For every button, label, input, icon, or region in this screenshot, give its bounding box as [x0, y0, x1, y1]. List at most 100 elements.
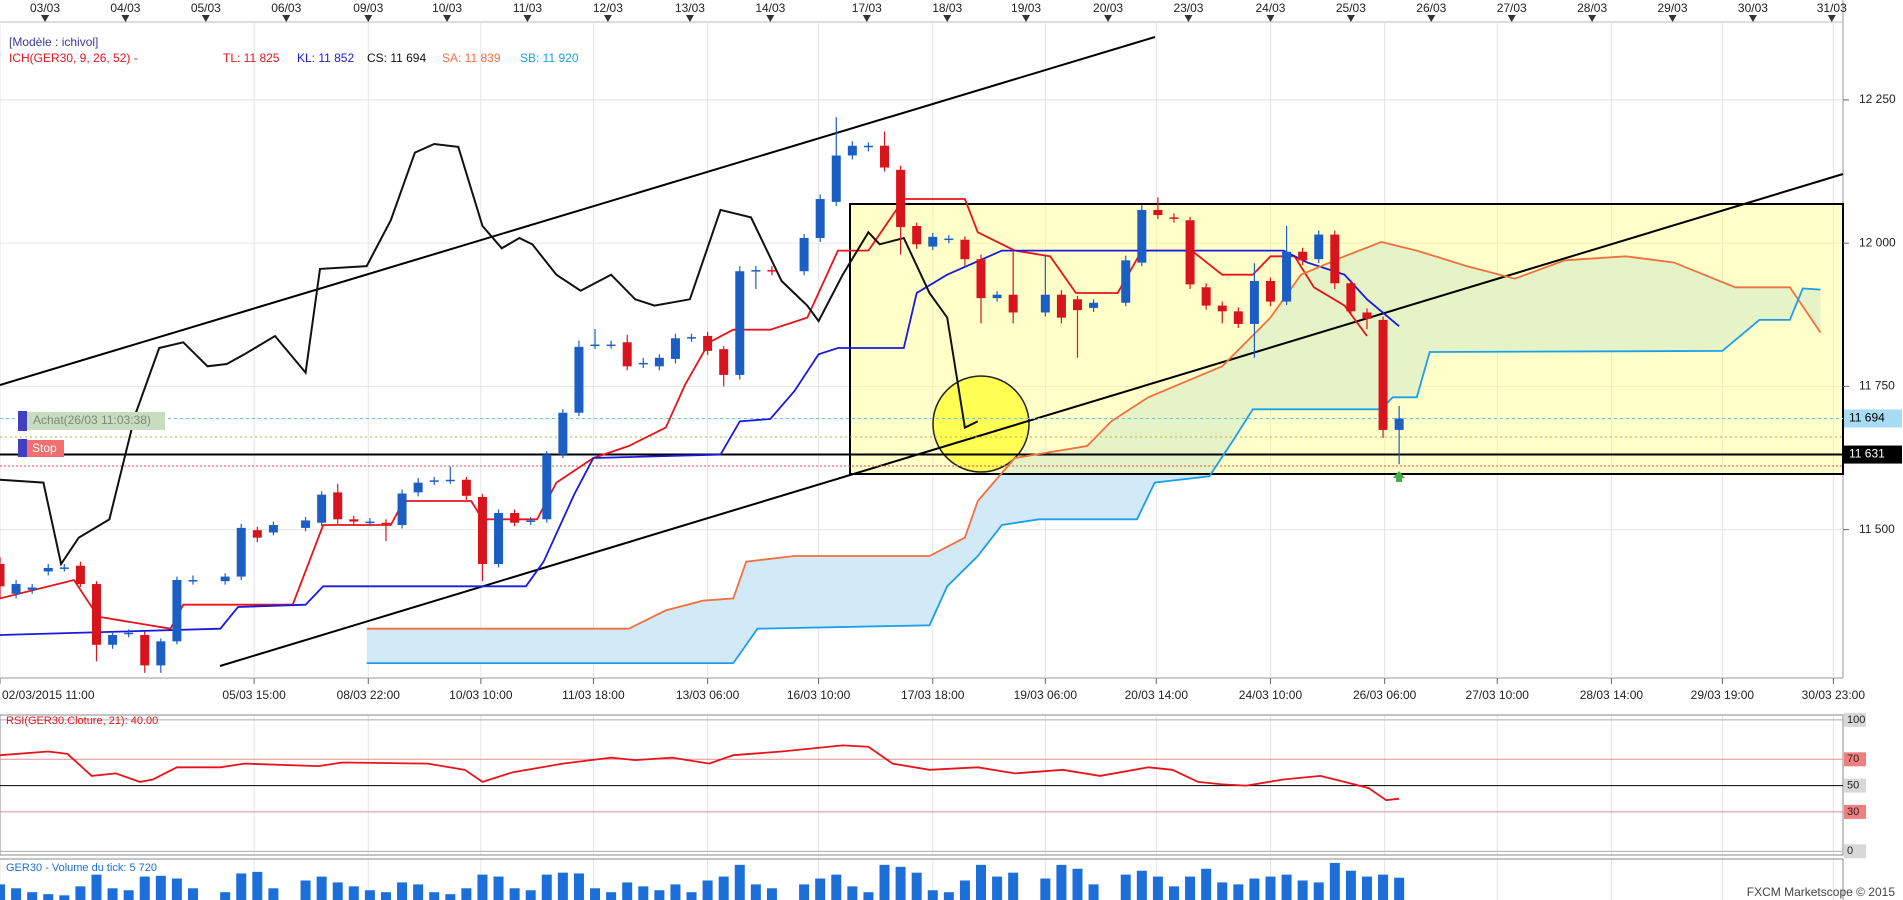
trend-line	[219, 173, 1844, 667]
volume-bar	[1249, 878, 1260, 900]
candle-body	[27, 587, 37, 590]
candle-body	[1169, 217, 1179, 219]
candle-body	[188, 580, 198, 582]
back-layer	[0, 0, 1844, 900]
x-tick-label: 11/03	[513, 1, 542, 15]
y-tick-label: 11 750	[1859, 379, 1895, 393]
volume-bar	[445, 894, 456, 900]
candle-body	[510, 512, 520, 523]
y-tick-label: 12 000	[1859, 235, 1896, 249]
volume-bar	[1361, 876, 1372, 900]
candle-body	[912, 225, 922, 245]
candle-body	[1137, 209, 1147, 263]
candle-body	[1394, 418, 1404, 430]
volume-bar	[1233, 884, 1244, 900]
x-tick	[766, 15, 775, 22]
volume-bar	[976, 864, 987, 900]
candle-body	[815, 199, 825, 238]
candle-body	[477, 496, 487, 564]
volume-bar	[268, 888, 279, 900]
volume-bar	[252, 871, 263, 900]
volume-bar	[139, 876, 150, 900]
candle-body	[252, 530, 262, 538]
candle-body	[703, 335, 713, 351]
candle-body	[992, 294, 1002, 299]
candle-body	[526, 520, 536, 522]
candle-body	[574, 346, 584, 413]
volume-bar	[1056, 864, 1067, 900]
legend-entry: SA: 11 839	[442, 51, 501, 65]
volume-bar	[686, 892, 697, 900]
x-tick-label: 10/03 10:00	[449, 688, 513, 702]
volume-bar	[171, 878, 182, 900]
candle-body	[494, 512, 504, 564]
x-tick-label: 27/03	[1497, 1, 1527, 15]
highlight-circle	[932, 375, 1030, 473]
volume-bar	[155, 875, 166, 900]
volume-bar	[1136, 870, 1147, 900]
candle-body	[172, 580, 182, 642]
x-tick-label: 03/03	[30, 1, 60, 15]
volume-bar	[1265, 876, 1276, 900]
candle-body	[1121, 260, 1131, 303]
price-tag	[1844, 445, 1902, 464]
x-tick-label: 14/03	[755, 1, 785, 15]
x-tick-label: 25/03	[1336, 1, 1366, 15]
volume-bar	[0, 884, 5, 900]
x-tick-label: 12/03	[593, 1, 623, 15]
volume-bar	[895, 866, 906, 900]
candle-body	[156, 641, 166, 666]
candle-body	[1282, 251, 1292, 302]
volume-bar	[1040, 878, 1051, 900]
rsi-line	[0, 744, 1400, 802]
candle-body	[59, 567, 69, 569]
candle-body	[75, 565, 85, 585]
volume-bar	[927, 890, 938, 900]
x-tick	[443, 15, 452, 22]
candle-body	[831, 155, 841, 202]
volume-bar	[477, 874, 488, 900]
order-handle	[18, 411, 27, 431]
candle-body	[1330, 234, 1340, 284]
x-tick-label: 13/03	[675, 1, 705, 15]
x-tick	[685, 15, 694, 22]
panel-frame	[0, 714, 1844, 856]
candle-body	[397, 493, 407, 526]
candle-body	[1072, 299, 1082, 311]
volume-bar	[220, 892, 231, 900]
price-tag	[1844, 409, 1902, 428]
x-tick	[943, 15, 952, 22]
candle-body	[413, 482, 423, 493]
volume-bar	[1072, 868, 1083, 900]
candle-body	[317, 494, 327, 523]
volume-bar	[493, 876, 504, 900]
x-tick	[41, 15, 50, 22]
candle-body	[896, 169, 906, 228]
volume-bar	[1008, 872, 1019, 900]
volume-bar	[525, 890, 536, 900]
x-tick	[1748, 15, 1757, 22]
candle-body	[1346, 283, 1356, 312]
volume-bar	[718, 876, 729, 900]
x-tick	[603, 15, 612, 22]
x-tick-label: 06/03	[271, 1, 301, 15]
candle-body	[687, 337, 697, 339]
volume-bar	[541, 874, 552, 900]
candle-body	[638, 362, 648, 365]
volume-bar	[27, 892, 38, 900]
price-tag-label: 11 631	[1849, 447, 1885, 461]
x-tick-label: 10/03	[432, 1, 462, 15]
candle-body	[365, 521, 375, 524]
volume-bar	[831, 874, 842, 900]
volume-bar	[380, 892, 391, 900]
candle-body	[220, 576, 230, 582]
x-tick-label: 28/03 14:00	[1580, 688, 1644, 702]
x-tick-label: 05/03	[191, 1, 221, 15]
x-tick-label: 29/03	[1658, 1, 1688, 15]
x-tick	[1022, 15, 1031, 22]
volume-bar	[123, 890, 134, 900]
x-tick	[364, 15, 373, 22]
volume-bar	[1297, 880, 1308, 900]
candle-body	[654, 357, 664, 367]
candle-body	[960, 239, 970, 260]
